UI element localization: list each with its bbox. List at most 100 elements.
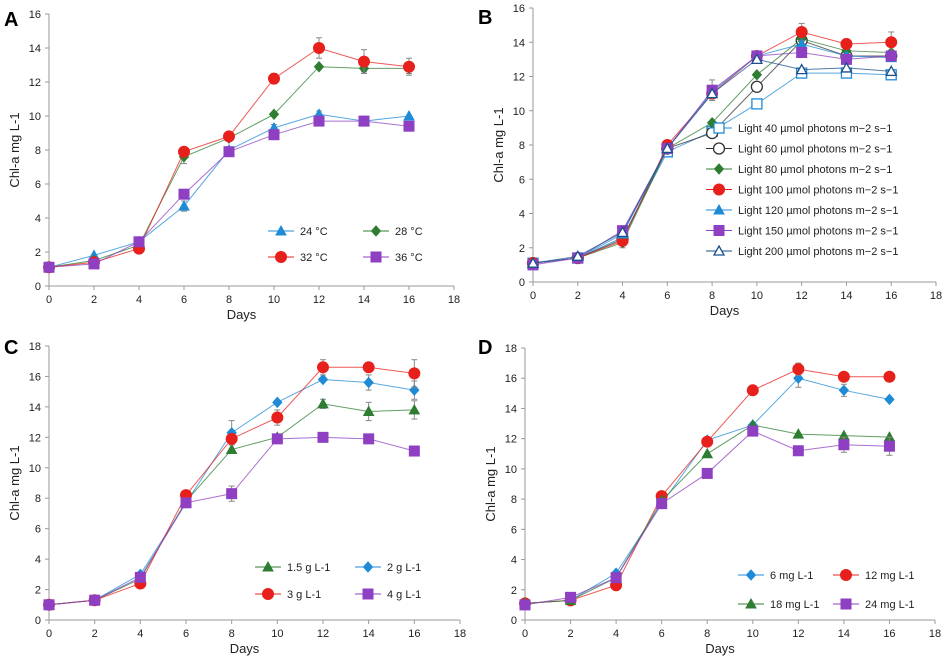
- y-tick-label: 0: [35, 281, 41, 293]
- data-point: [178, 145, 190, 158]
- x-tick-label: 16: [403, 294, 415, 306]
- data-point: [840, 37, 853, 50]
- data-point: [751, 98, 763, 110]
- legend-marker: [713, 122, 725, 134]
- x-tick-label: 4: [136, 294, 142, 306]
- data-point: [837, 370, 850, 383]
- y-tick-label: 0: [35, 615, 41, 627]
- legend-item: 32 °C: [268, 251, 328, 264]
- legend-label: 28 °C: [395, 226, 423, 238]
- legend-item: 24 mg L-1: [833, 598, 915, 611]
- data-point: [313, 115, 325, 127]
- x-tick-label: 4: [619, 290, 625, 302]
- x-tick-label: 16: [408, 628, 420, 640]
- x-tick-label: 14: [838, 628, 850, 640]
- x-tick-label: 10: [751, 290, 763, 302]
- y-tick-label: 0: [519, 277, 525, 289]
- legend-item: 28 °C: [363, 225, 423, 238]
- data-point: [885, 36, 898, 49]
- legend-item: 2 g L-1: [355, 561, 421, 574]
- series-line: [48, 66, 409, 268]
- x-axis-label: Days: [230, 641, 260, 656]
- legend-item: 4 g L-1: [355, 588, 421, 601]
- data-point: [358, 55, 370, 68]
- y-tick-label: 16: [29, 371, 41, 383]
- legend-marker: [840, 569, 852, 581]
- legend-marker: [362, 561, 374, 573]
- series-6: [526, 53, 898, 268]
- data-point: [610, 572, 622, 584]
- data-point: [793, 372, 804, 384]
- legend-marker: [840, 598, 852, 610]
- x-tick-label: 4: [613, 628, 619, 640]
- legend-item: 24 °C: [268, 224, 328, 238]
- legend-marker: [370, 225, 382, 237]
- y-tick-label: 6: [519, 174, 525, 186]
- legend-label: 6 mg L-1: [770, 570, 813, 582]
- data-point: [403, 109, 415, 121]
- x-tick-label: 16: [883, 628, 895, 640]
- data-point: [223, 130, 235, 143]
- x-tick-label: 8: [226, 294, 232, 306]
- data-point: [313, 42, 325, 54]
- x-tick-label: 4: [137, 628, 143, 640]
- data-point: [134, 571, 146, 583]
- y-axis-label: Chl-a mg L-1: [491, 107, 506, 182]
- x-tick-label: 6: [183, 628, 189, 640]
- y-tick-label: 16: [29, 9, 41, 21]
- series-line: [524, 368, 890, 604]
- x-tick-label: 8: [709, 290, 715, 302]
- y-tick-label: 10: [505, 464, 517, 476]
- data-point: [885, 50, 897, 62]
- legend-item: 6 mg L-1: [738, 569, 813, 582]
- series-2: [519, 419, 896, 608]
- panel-c: C 0 2 4 6 8 10 12 14 16 18 0 2 4 6 8 10 12 14 16 18 Days Ch…: [4, 337, 466, 656]
- data-point: [268, 72, 280, 85]
- x-tick-label: 10: [747, 628, 759, 640]
- data-point: [701, 447, 714, 459]
- data-point: [701, 435, 714, 448]
- data-point: [362, 405, 375, 416]
- data-point: [796, 47, 808, 59]
- data-point: [133, 236, 145, 248]
- x-tick-label: 6: [664, 290, 670, 302]
- data-point: [840, 61, 853, 73]
- y-axis-label: Chl-a mg L-1: [7, 445, 22, 520]
- legend-marker: [713, 225, 725, 236]
- data-point: [89, 594, 101, 606]
- data-point: [313, 60, 325, 73]
- legend-marker: [712, 244, 726, 256]
- y-tick-label: 4: [35, 554, 41, 566]
- x-tick-label: 8: [229, 628, 235, 640]
- legend-item: 36 °C: [363, 251, 423, 264]
- data-point: [226, 488, 238, 500]
- x-tick-label: 8: [704, 628, 710, 640]
- legend-label: 18 mg L-1: [770, 599, 820, 611]
- legend-label: 1.5 g L-1: [287, 562, 330, 574]
- x-tick-label: 0: [530, 290, 536, 302]
- x-tick-label: 10: [268, 294, 280, 306]
- y-tick-label: 10: [513, 106, 525, 118]
- y-axis-label: Chl-a mg L-1: [7, 112, 22, 187]
- x-tick-label: 18: [930, 290, 942, 302]
- data-point: [268, 108, 280, 121]
- data-point: [750, 80, 764, 93]
- x-tick-label: 2: [91, 294, 97, 306]
- legend-label: 24 °C: [300, 226, 328, 238]
- legend-marker: [370, 251, 382, 263]
- y-tick-label: 12: [29, 77, 41, 89]
- data-point: [362, 361, 375, 374]
- y-tick-label: 12: [29, 432, 41, 444]
- x-tick-label: 2: [575, 290, 581, 302]
- panel-letter: B: [478, 7, 492, 29]
- data-point: [317, 373, 329, 386]
- panel-letter: C: [4, 337, 18, 359]
- legend-label: 36 °C: [395, 252, 423, 264]
- data-point: [795, 63, 808, 75]
- data-point: [792, 428, 805, 439]
- data-point: [838, 384, 850, 397]
- legend-label: 24 mg L-1: [865, 599, 915, 611]
- y-tick-label: 8: [35, 493, 41, 505]
- x-tick-label: 0: [46, 294, 52, 306]
- panel-a: A 0 2 4 6 8 10 12 14 16 18 0 2 4 6 8 10 12 14 16 Days Chl-…: [4, 9, 460, 322]
